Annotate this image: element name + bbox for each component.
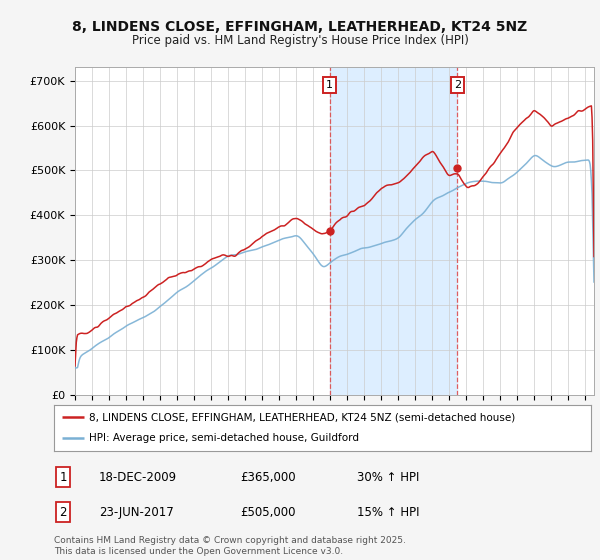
Text: 1: 1: [59, 470, 67, 484]
Text: 23-JUN-2017: 23-JUN-2017: [99, 506, 174, 519]
Text: HPI: Average price, semi-detached house, Guildford: HPI: Average price, semi-detached house,…: [89, 433, 359, 444]
Text: 8, LINDENS CLOSE, EFFINGHAM, LEATHERHEAD, KT24 5NZ (semi-detached house): 8, LINDENS CLOSE, EFFINGHAM, LEATHERHEAD…: [89, 412, 515, 422]
Text: Contains HM Land Registry data © Crown copyright and database right 2025.
This d: Contains HM Land Registry data © Crown c…: [54, 536, 406, 556]
Bar: [330, 67, 457, 395]
Text: £505,000: £505,000: [240, 506, 296, 519]
Text: 30% ↑ HPI: 30% ↑ HPI: [357, 470, 419, 484]
Text: 15% ↑ HPI: 15% ↑ HPI: [357, 506, 419, 519]
Text: 1: 1: [326, 80, 333, 90]
Text: 2: 2: [59, 506, 67, 519]
Text: Price paid vs. HM Land Registry's House Price Index (HPI): Price paid vs. HM Land Registry's House …: [131, 34, 469, 46]
Text: 8, LINDENS CLOSE, EFFINGHAM, LEATHERHEAD, KT24 5NZ: 8, LINDENS CLOSE, EFFINGHAM, LEATHERHEAD…: [73, 20, 527, 34]
Text: £365,000: £365,000: [240, 470, 296, 484]
Text: 2: 2: [454, 80, 461, 90]
Text: 18-DEC-2009: 18-DEC-2009: [99, 470, 177, 484]
